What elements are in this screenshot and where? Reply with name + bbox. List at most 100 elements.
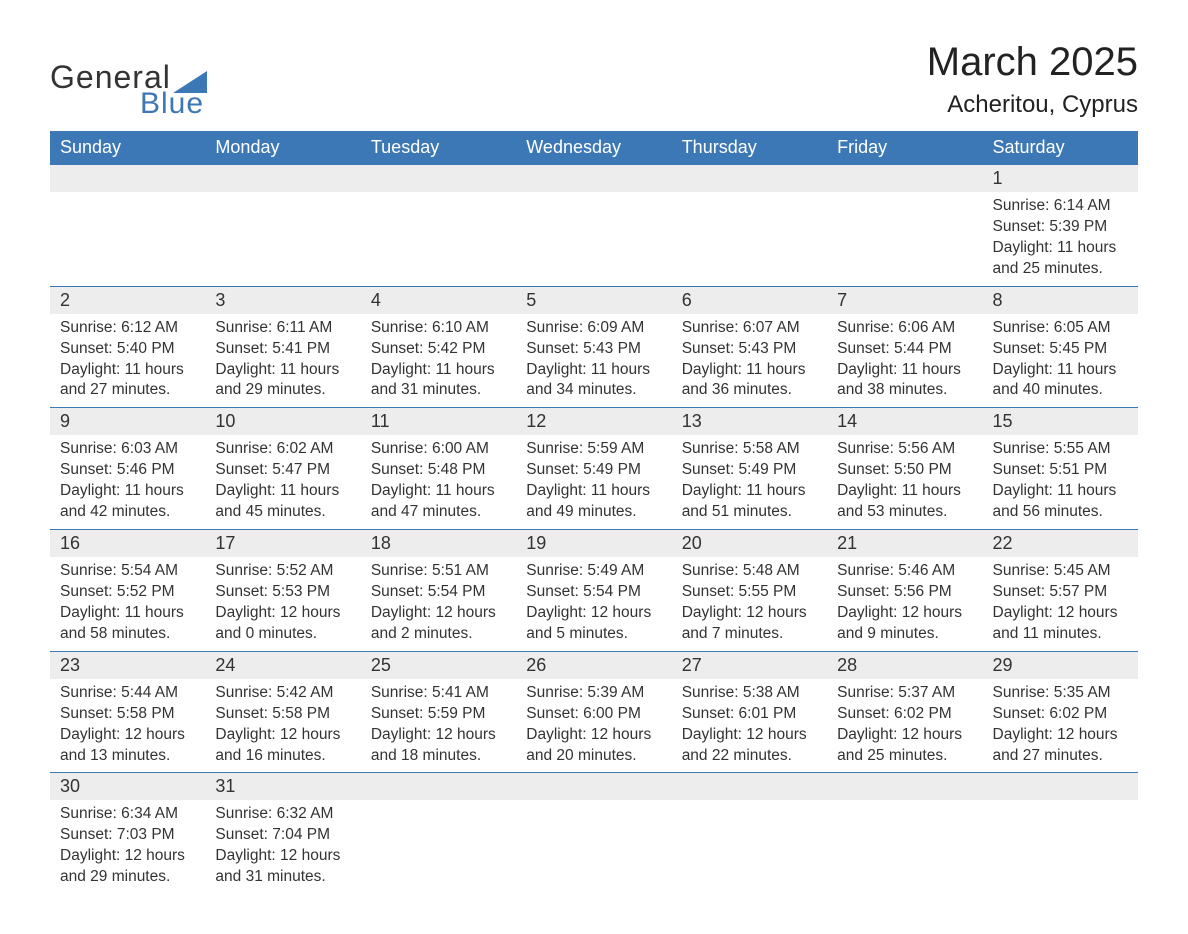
day-sunrise: Sunrise: 5:39 AM <box>526 683 661 704</box>
day-daylight1: Daylight: 12 hours <box>993 725 1128 746</box>
day-daylight2: and 45 minutes. <box>215 502 350 523</box>
day-daylight1: Daylight: 11 hours <box>60 481 195 502</box>
day-daylight2: and 2 minutes. <box>371 624 506 645</box>
day-sunrise: Sunrise: 5:35 AM <box>993 683 1128 704</box>
day-sunset: Sunset: 5:56 PM <box>837 582 972 603</box>
day-sunrise: Sunrise: 5:56 AM <box>837 439 972 460</box>
day-details: Sunrise: 6:02 AMSunset: 5:47 PMDaylight:… <box>205 435 360 529</box>
day-daylight2: and 31 minutes. <box>371 380 506 401</box>
day-sunset: Sunset: 5:58 PM <box>215 704 350 725</box>
day-daylight1: Daylight: 11 hours <box>837 481 972 502</box>
day-sunset: Sunset: 5:51 PM <box>993 460 1128 481</box>
calendar-day-cell: 9Sunrise: 6:03 AMSunset: 5:46 PMDaylight… <box>50 408 205 530</box>
day-details: Sunrise: 5:54 AMSunset: 5:52 PMDaylight:… <box>50 557 205 651</box>
day-number: 21 <box>827 530 982 557</box>
day-daylight1: Daylight: 12 hours <box>60 846 195 867</box>
day-sunrise: Sunrise: 6:34 AM <box>60 804 195 825</box>
day-details: Sunrise: 6:11 AMSunset: 5:41 PMDaylight:… <box>205 314 360 408</box>
day-daylight2: and 56 minutes. <box>993 502 1128 523</box>
calendar-day-cell: 22Sunrise: 5:45 AMSunset: 5:57 PMDayligh… <box>983 530 1138 652</box>
day-number: 28 <box>827 652 982 679</box>
calendar-week-row: 9Sunrise: 6:03 AMSunset: 5:46 PMDaylight… <box>50 408 1138 530</box>
calendar-day-cell: 19Sunrise: 5:49 AMSunset: 5:54 PMDayligh… <box>516 530 671 652</box>
day-details: Sunrise: 5:37 AMSunset: 6:02 PMDaylight:… <box>827 679 982 773</box>
day-sunrise: Sunrise: 6:07 AM <box>682 318 817 339</box>
calendar-day-cell: 13Sunrise: 5:58 AMSunset: 5:49 PMDayligh… <box>672 408 827 530</box>
calendar-week-row: 2Sunrise: 6:12 AMSunset: 5:40 PMDaylight… <box>50 286 1138 408</box>
day-sunrise: Sunrise: 6:09 AM <box>526 318 661 339</box>
day-sunset: Sunset: 6:00 PM <box>526 704 661 725</box>
calendar-day-cell <box>672 773 827 894</box>
day-daylight1: Daylight: 12 hours <box>682 725 817 746</box>
day-details: Sunrise: 5:48 AMSunset: 5:55 PMDaylight:… <box>672 557 827 651</box>
calendar-day-cell: 3Sunrise: 6:11 AMSunset: 5:41 PMDaylight… <box>205 286 360 408</box>
day-number: 8 <box>983 287 1138 314</box>
month-title: March 2025 <box>927 40 1138 85</box>
day-sunset: Sunset: 5:40 PM <box>60 339 195 360</box>
day-sunset: Sunset: 7:04 PM <box>215 825 350 846</box>
calendar-day-cell: 18Sunrise: 5:51 AMSunset: 5:54 PMDayligh… <box>361 530 516 652</box>
day-sunrise: Sunrise: 5:52 AM <box>215 561 350 582</box>
day-sunset: Sunset: 5:48 PM <box>371 460 506 481</box>
day-sunset: Sunset: 5:43 PM <box>682 339 817 360</box>
day-daylight2: and 7 minutes. <box>682 624 817 645</box>
day-number: 27 <box>672 652 827 679</box>
day-sunset: Sunset: 5:52 PM <box>60 582 195 603</box>
calendar-body: 1Sunrise: 6:14 AMSunset: 5:39 PMDaylight… <box>50 165 1138 895</box>
day-sunrise: Sunrise: 5:54 AM <box>60 561 195 582</box>
day-details: Sunrise: 5:56 AMSunset: 5:50 PMDaylight:… <box>827 435 982 529</box>
day-number: 2 <box>50 287 205 314</box>
day-number-empty <box>361 165 516 192</box>
calendar-day-cell: 5Sunrise: 6:09 AMSunset: 5:43 PMDaylight… <box>516 286 671 408</box>
day-daylight1: Daylight: 12 hours <box>60 725 195 746</box>
day-sunrise: Sunrise: 5:58 AM <box>682 439 817 460</box>
day-number: 20 <box>672 530 827 557</box>
day-daylight2: and 5 minutes. <box>526 624 661 645</box>
day-daylight1: Daylight: 12 hours <box>215 603 350 624</box>
day-details: Sunrise: 5:42 AMSunset: 5:58 PMDaylight:… <box>205 679 360 773</box>
day-number: 11 <box>361 408 516 435</box>
day-number: 5 <box>516 287 671 314</box>
day-sunset: Sunset: 5:41 PM <box>215 339 350 360</box>
day-sunrise: Sunrise: 5:51 AM <box>371 561 506 582</box>
weekday-header: Sunday <box>50 131 205 165</box>
day-sunset: Sunset: 5:45 PM <box>993 339 1128 360</box>
weekday-header: Saturday <box>983 131 1138 165</box>
day-details: Sunrise: 6:32 AMSunset: 7:04 PMDaylight:… <box>205 800 360 894</box>
day-sunset: Sunset: 5:58 PM <box>60 704 195 725</box>
day-number-empty <box>672 773 827 800</box>
day-sunset: Sunset: 5:54 PM <box>371 582 506 603</box>
calendar-header-row: SundayMondayTuesdayWednesdayThursdayFrid… <box>50 131 1138 165</box>
day-daylight1: Daylight: 12 hours <box>371 603 506 624</box>
day-daylight1: Daylight: 11 hours <box>60 603 195 624</box>
day-daylight1: Daylight: 12 hours <box>682 603 817 624</box>
day-daylight1: Daylight: 12 hours <box>371 725 506 746</box>
day-details: Sunrise: 6:07 AMSunset: 5:43 PMDaylight:… <box>672 314 827 408</box>
day-daylight1: Daylight: 12 hours <box>993 603 1128 624</box>
day-details: Sunrise: 6:34 AMSunset: 7:03 PMDaylight:… <box>50 800 205 894</box>
day-sunset: Sunset: 5:46 PM <box>60 460 195 481</box>
day-sunrise: Sunrise: 6:05 AM <box>993 318 1128 339</box>
day-sunset: Sunset: 5:47 PM <box>215 460 350 481</box>
day-daylight1: Daylight: 12 hours <box>526 725 661 746</box>
day-daylight1: Daylight: 12 hours <box>215 725 350 746</box>
day-details: Sunrise: 6:14 AMSunset: 5:39 PMDaylight:… <box>983 192 1138 286</box>
calendar-day-cell: 26Sunrise: 5:39 AMSunset: 6:00 PMDayligh… <box>516 651 671 773</box>
calendar-day-cell: 6Sunrise: 6:07 AMSunset: 5:43 PMDaylight… <box>672 286 827 408</box>
day-number: 31 <box>205 773 360 800</box>
day-number: 3 <box>205 287 360 314</box>
calendar-day-cell: 8Sunrise: 6:05 AMSunset: 5:45 PMDaylight… <box>983 286 1138 408</box>
calendar-day-cell <box>361 165 516 287</box>
day-details: Sunrise: 5:41 AMSunset: 5:59 PMDaylight:… <box>361 679 516 773</box>
day-sunrise: Sunrise: 5:45 AM <box>993 561 1128 582</box>
day-number: 23 <box>50 652 205 679</box>
day-details: Sunrise: 6:03 AMSunset: 5:46 PMDaylight:… <box>50 435 205 529</box>
day-sunset: Sunset: 6:01 PM <box>682 704 817 725</box>
day-number-empty <box>205 165 360 192</box>
day-sunrise: Sunrise: 6:12 AM <box>60 318 195 339</box>
calendar-day-cell <box>827 773 982 894</box>
day-number-empty <box>50 165 205 192</box>
day-number: 30 <box>50 773 205 800</box>
weekday-header: Monday <box>205 131 360 165</box>
day-daylight2: and 29 minutes. <box>215 380 350 401</box>
